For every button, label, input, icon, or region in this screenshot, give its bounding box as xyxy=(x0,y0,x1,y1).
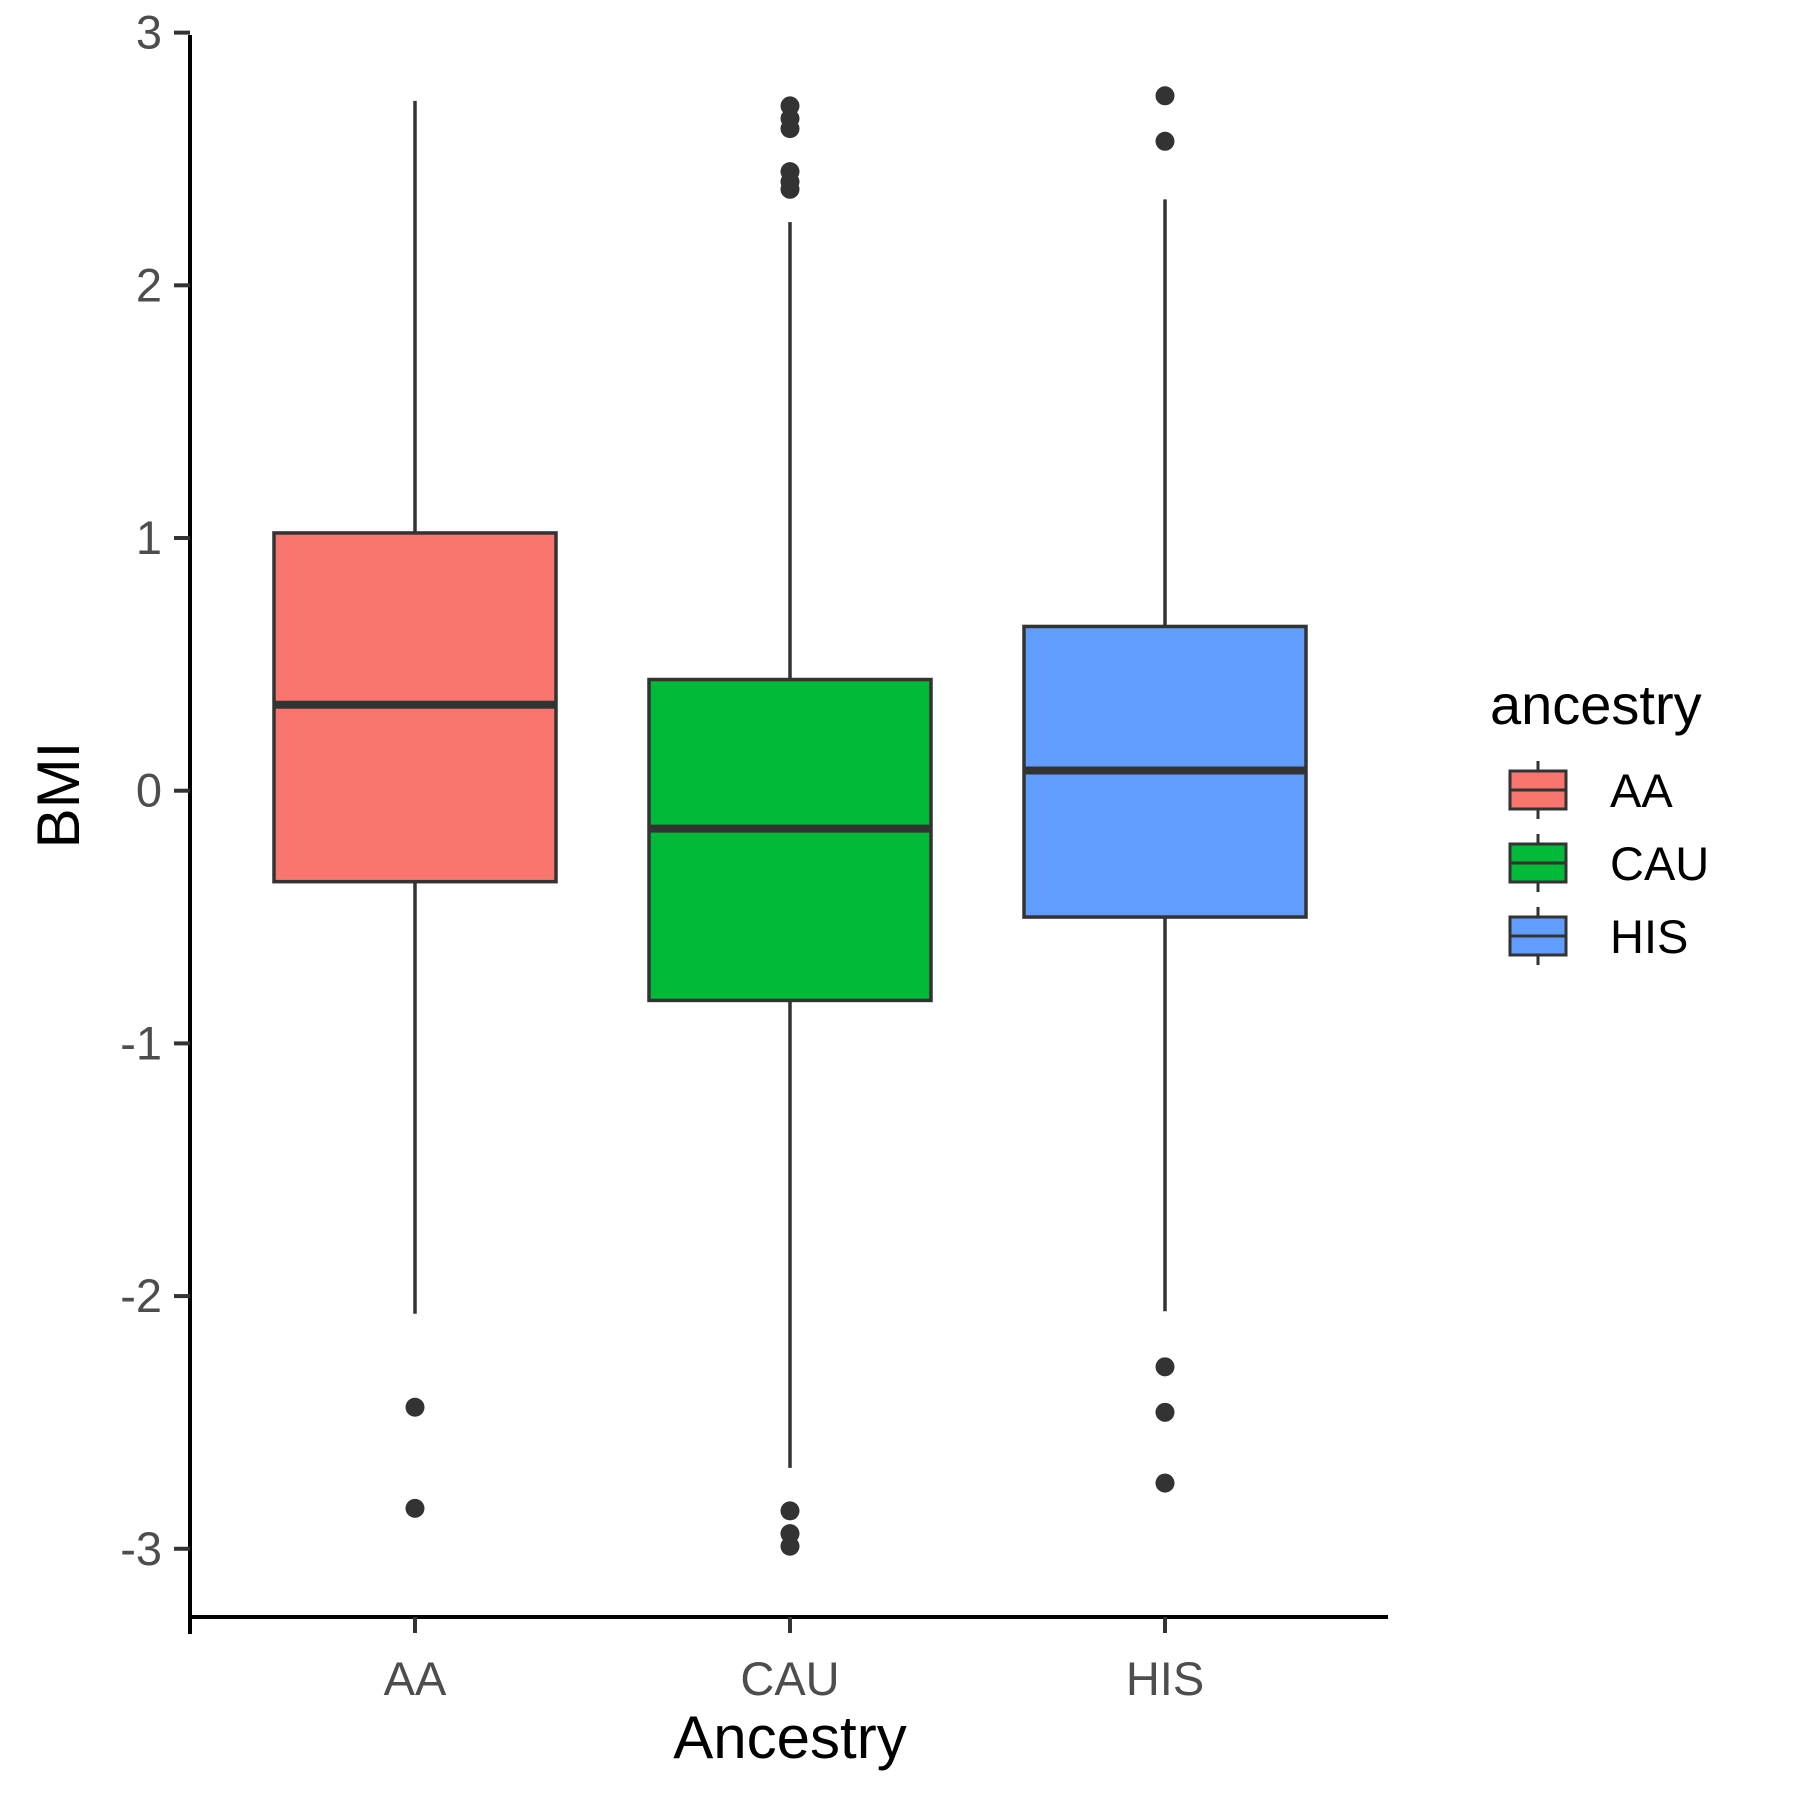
box-his xyxy=(1022,86,1308,1493)
x-axis-title: Ancestry xyxy=(673,1704,906,1771)
legend-item-his: HIS xyxy=(1508,907,1688,965)
legend-title: ancestry xyxy=(1490,673,1702,736)
y-tick-label: -3 xyxy=(120,1522,162,1575)
box-aa xyxy=(272,100,558,1518)
x-tick-label: HIS xyxy=(1126,1652,1204,1705)
x-tick-label: CAU xyxy=(740,1652,839,1705)
axes: -3 -2 -1 0 1 2 3 AA CAU HIS xyxy=(120,6,1388,1705)
box-iqr xyxy=(647,677,933,1003)
y-axis-title: BMI xyxy=(25,742,92,849)
plot-area xyxy=(272,86,1308,1556)
outlier-point xyxy=(1155,1473,1175,1493)
x-tick-label: AA xyxy=(384,1652,447,1705)
outlier-point xyxy=(780,119,800,139)
box-cau xyxy=(647,96,933,1556)
y-tick-label: 0 xyxy=(136,764,162,817)
legend-item-aa: AA xyxy=(1508,761,1673,819)
outlier-point xyxy=(1155,131,1175,151)
outlier-point xyxy=(1155,1402,1175,1422)
y-tick-label: -2 xyxy=(120,1269,162,1322)
legend-item-cau: CAU xyxy=(1508,834,1709,892)
legend-label: AA xyxy=(1610,764,1673,817)
outlier-point xyxy=(780,1501,800,1521)
outlier-point xyxy=(405,1498,425,1518)
y-tick-label: 1 xyxy=(136,511,162,564)
outlier-point xyxy=(780,179,800,199)
legend: ancestry AA CAU HIS xyxy=(1490,673,1709,965)
outlier-point xyxy=(1155,1357,1175,1377)
outlier-point xyxy=(780,1536,800,1556)
outlier-point xyxy=(405,1397,425,1417)
y-tick-label: -1 xyxy=(120,1016,162,1069)
y-tick-label: 3 xyxy=(136,6,162,59)
outlier-point xyxy=(1155,86,1175,106)
legend-label: CAU xyxy=(1610,837,1709,890)
legend-label: HIS xyxy=(1610,910,1688,963)
y-tick-label: 2 xyxy=(136,258,162,311)
